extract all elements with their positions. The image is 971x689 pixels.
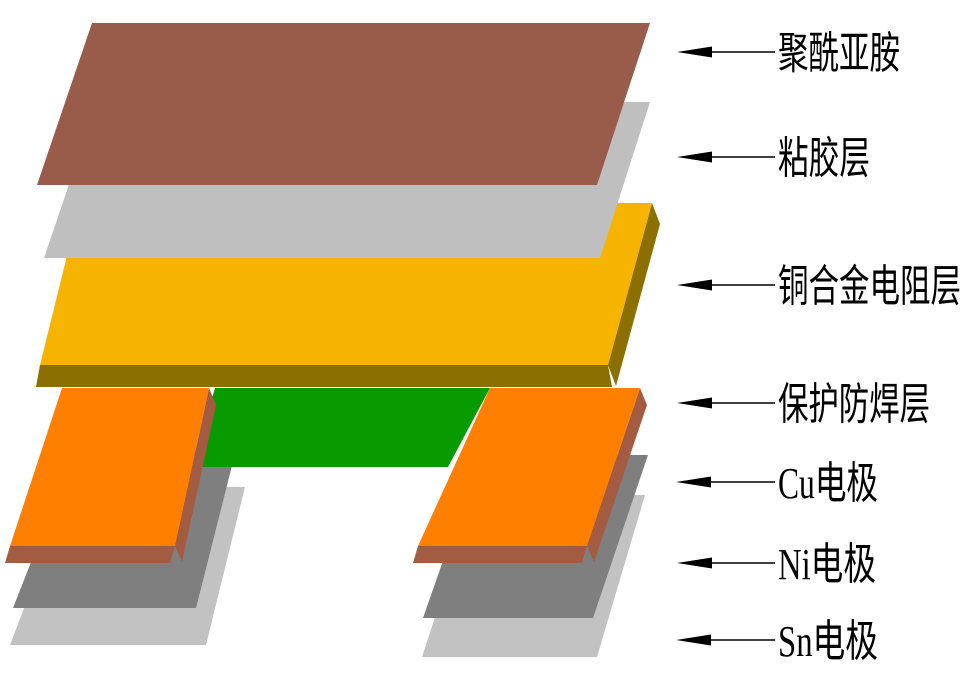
callout-resistor-layer: 铜合金电阻层 — [677, 262, 961, 311]
arrow-left-icon — [677, 46, 712, 58]
cu-electrode-right-side-face — [587, 388, 647, 562]
arrow-left-icon — [676, 634, 711, 646]
cu-electrode-left-top-face — [10, 388, 209, 546]
cu-electrode-left-front-face — [5, 546, 175, 563]
callout-polyimide: 聚酰亚胺 — [677, 29, 900, 78]
layer-label: 聚酰亚胺 — [778, 29, 900, 78]
resistor-layer-front-face — [36, 365, 612, 387]
solder-mask-layer — [192, 388, 490, 467]
cu-electrode-right-top-face — [418, 388, 640, 546]
arrow-left-icon — [676, 476, 711, 488]
layer-label: Cu电极 — [778, 459, 878, 508]
arrow-left-icon — [677, 279, 712, 291]
callout-cu-electrode: Cu电极 — [676, 459, 878, 508]
callout-sn-electrode: Sn电极 — [676, 617, 878, 666]
callout-solder-mask: 保护防焊层 — [677, 380, 930, 429]
arrow-left-icon — [677, 397, 712, 409]
callout-ni-electrode: Ni电极 — [677, 540, 876, 589]
cu-electrode-left-side-face — [175, 388, 216, 562]
layer-label: 粘胶层 — [778, 134, 870, 183]
layer-label: 铜合金电阻层 — [778, 262, 961, 311]
arrow-left-icon — [677, 557, 712, 569]
resistor-layer-side-face — [608, 203, 660, 386]
polyimide-layer — [37, 23, 650, 185]
callout-adhesive: 粘胶层 — [677, 134, 870, 183]
layer-label: Ni电极 — [778, 540, 876, 589]
cu-electrode-right-front-face — [413, 546, 587, 563]
layer-label: 保护防焊层 — [778, 380, 930, 429]
layer-label: Sn电极 — [778, 617, 878, 666]
arrow-left-icon — [677, 151, 712, 163]
